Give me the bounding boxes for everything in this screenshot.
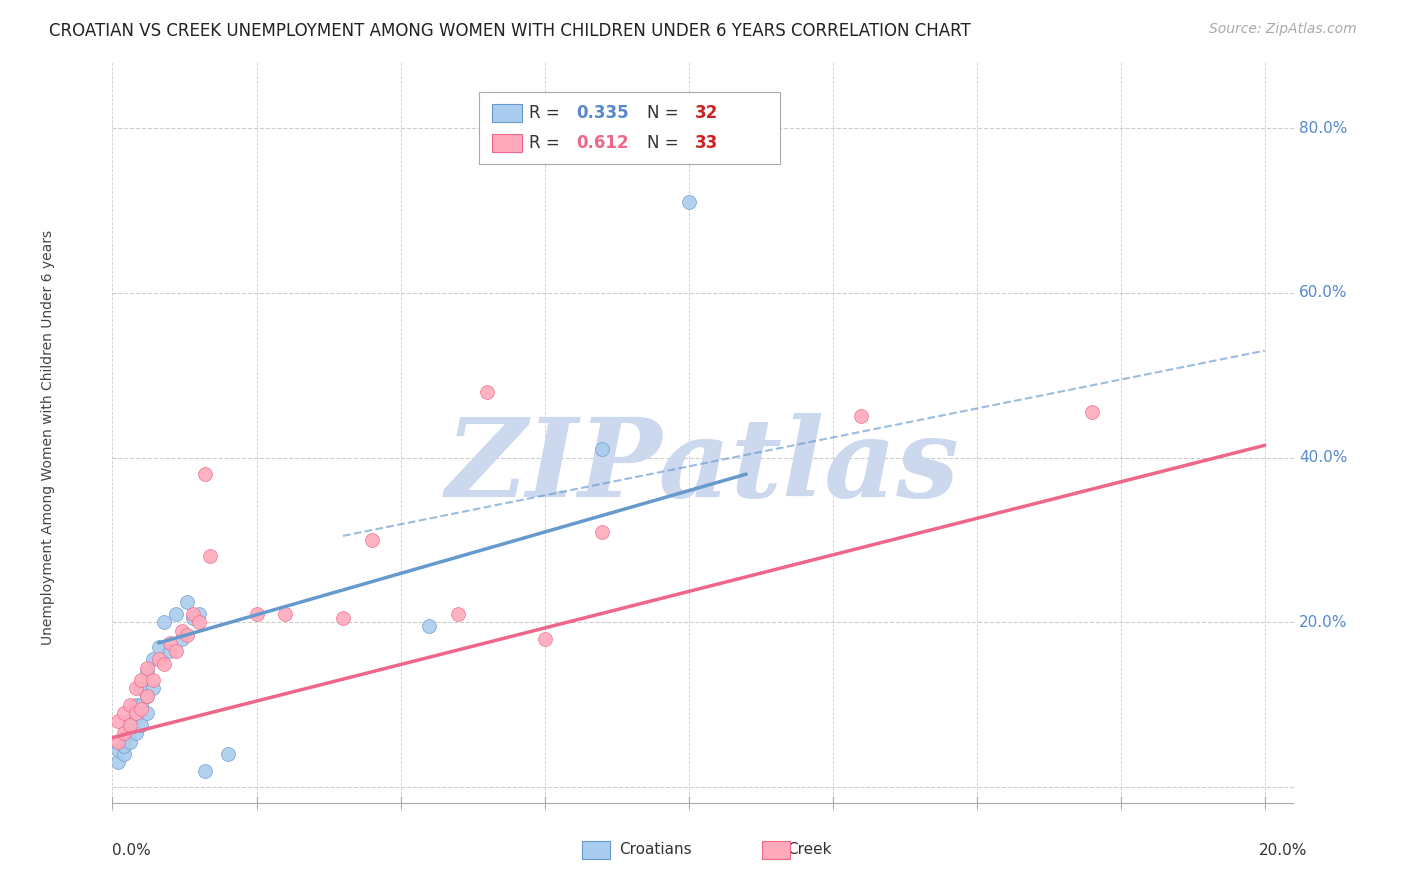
Point [332,611,354,625]
Point [194,467,217,482]
Point [159,644,181,658]
Point [142,652,165,666]
Point [124,698,146,712]
Text: 32: 32 [695,103,718,121]
Point [124,706,146,720]
Point [136,665,159,679]
Point [181,607,204,621]
Point [475,384,498,399]
Point [159,636,181,650]
Point [118,735,141,749]
Text: 20.0%: 20.0% [1260,843,1308,858]
Point [418,619,440,633]
Point [118,718,141,732]
Text: Creek: Creek [787,842,832,856]
Point [129,702,152,716]
Point [136,690,159,704]
Point [176,595,198,609]
Point [112,726,135,740]
Point [118,698,141,712]
Point [112,739,135,753]
Point [136,690,159,704]
Point [187,615,209,630]
Point [124,710,146,724]
Point [165,644,187,658]
Point [200,549,222,564]
Point [591,442,613,457]
Text: 80.0%: 80.0% [1299,120,1348,136]
Point [107,714,129,728]
Point [124,681,146,696]
Point [129,681,152,696]
Point [851,409,873,424]
Point [194,764,217,778]
Text: 0.612: 0.612 [576,135,628,153]
Point [217,747,239,761]
Point [142,681,165,696]
Point [107,743,129,757]
Point [245,607,267,621]
Point [107,756,129,770]
Point [118,714,141,728]
FancyBboxPatch shape [492,103,522,121]
Text: 20.0%: 20.0% [1299,615,1348,630]
Point [274,607,297,621]
Point [591,524,613,539]
Point [170,624,193,638]
Point [148,640,170,654]
Point [129,673,152,687]
Point [170,632,193,646]
FancyBboxPatch shape [478,93,780,163]
Point [533,632,555,646]
Point [107,735,129,749]
Point [148,652,170,666]
Point [678,195,700,210]
Text: Source: ZipAtlas.com: Source: ZipAtlas.com [1209,22,1357,37]
Point [176,628,198,642]
Point [153,615,176,630]
Point [165,607,187,621]
Point [129,698,152,712]
Point [136,706,159,720]
Point [187,607,209,621]
Point [112,731,135,745]
Text: Unemployment Among Women with Children Under 6 years: Unemployment Among Women with Children U… [41,229,55,645]
Text: CROATIAN VS CREEK UNEMPLOYMENT AMONG WOMEN WITH CHILDREN UNDER 6 YEARS CORRELATI: CROATIAN VS CREEK UNEMPLOYMENT AMONG WOM… [49,22,972,40]
Point [124,726,146,740]
Text: 40.0%: 40.0% [1299,450,1348,465]
Point [136,660,159,674]
Point [181,611,204,625]
Point [142,673,165,687]
Text: 0.0%: 0.0% [112,843,152,858]
Text: 33: 33 [695,135,718,153]
Point [447,607,470,621]
FancyBboxPatch shape [492,135,522,153]
Point [112,747,135,761]
Point [118,723,141,737]
Point [112,706,135,720]
Text: 0.335: 0.335 [576,103,630,121]
Text: N =: N = [648,135,685,153]
Point [1081,405,1104,419]
Text: 60.0%: 60.0% [1299,285,1348,301]
Text: ZIPatlas: ZIPatlas [446,413,960,521]
Text: R =: R = [530,103,565,121]
Text: Croatians: Croatians [619,842,692,856]
Point [360,533,382,547]
Text: R =: R = [530,135,565,153]
Point [129,718,152,732]
Point [153,657,176,671]
Text: N =: N = [648,103,685,121]
